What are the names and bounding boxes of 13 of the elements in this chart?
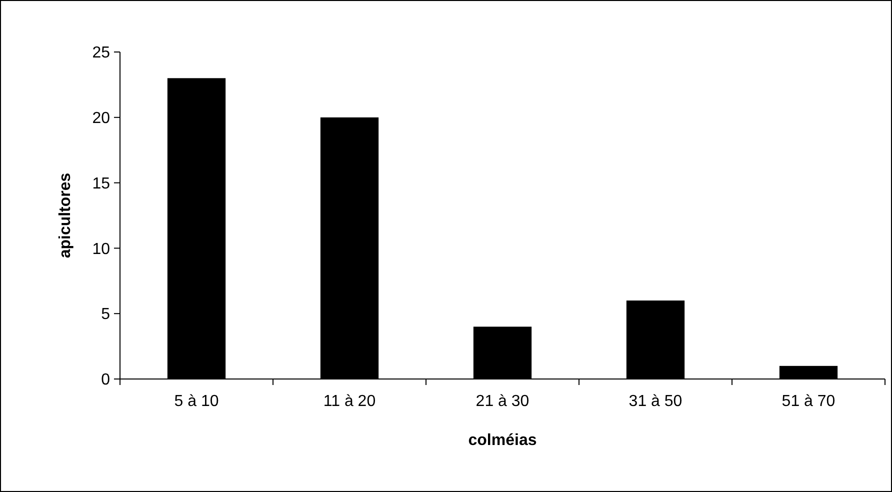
y-tick-label: 5 — [101, 306, 110, 324]
x-tick-label: 5 à 10 — [174, 393, 219, 410]
x-tick-label: 11 à 20 — [323, 393, 376, 410]
x-tick-label: 51 à 70 — [782, 393, 836, 410]
x-tick-label: 31 à 50 — [628, 393, 682, 410]
y-tick-label: 25 — [92, 44, 110, 62]
y-tick-label: 10 — [92, 240, 110, 258]
x-axis-title: colméias — [468, 432, 537, 449]
y-tick-label: 15 — [92, 175, 110, 192]
y-tick-label: 20 — [92, 110, 110, 127]
y-axis-title: apicultores — [57, 172, 74, 258]
x-tick-label: 21 à 30 — [476, 393, 530, 410]
y-tick-label: 0 — [101, 372, 110, 389]
